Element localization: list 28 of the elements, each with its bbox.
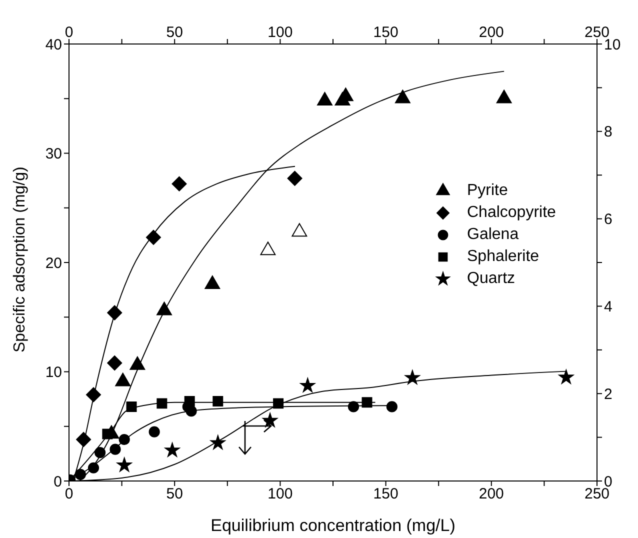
x-tick-label: 50 — [166, 24, 183, 41]
y-tick-label: 30 — [45, 146, 62, 163]
y2-tick-label: 2 — [604, 386, 612, 403]
legend-label: Galena — [467, 226, 519, 244]
x-tick-label: 100 — [268, 24, 293, 41]
legend-label: Quartz — [467, 270, 516, 288]
x2-tick-label: 250 — [584, 486, 610, 503]
x-axis-title: Equilibrium concentration (mg/L) — [210, 516, 456, 535]
y2-tick-label: 6 — [604, 211, 612, 228]
y2-tick-label: 8 — [604, 124, 612, 141]
x2-tick-label: 100 — [268, 486, 293, 503]
y-tick-label: 40 — [45, 36, 62, 54]
y-tick-label: 20 — [45, 254, 62, 272]
x2-tick-label: 200 — [478, 486, 504, 503]
legend-label: Pyrite — [467, 182, 508, 200]
y2-tick-label: 4 — [604, 298, 612, 316]
legend-label: Sphalerite — [467, 248, 540, 266]
x-tick-label: 150 — [373, 24, 398, 41]
y-axis-title: Specific adsorption (mg/g) — [12, 166, 29, 352]
y-tick-label: 0 — [54, 473, 62, 490]
x2-tick-label: 0 — [64, 486, 74, 503]
legend-label: Chalcopyrite — [467, 204, 556, 222]
y-tick-label: 10 — [45, 364, 62, 382]
x-tick-label: 0 — [64, 24, 74, 41]
x2-tick-label: 150 — [373, 486, 398, 503]
x2-tick-label: 50 — [166, 486, 183, 503]
x-tick-label: 200 — [478, 24, 504, 41]
y2-tick-label: 10 — [604, 36, 621, 54]
